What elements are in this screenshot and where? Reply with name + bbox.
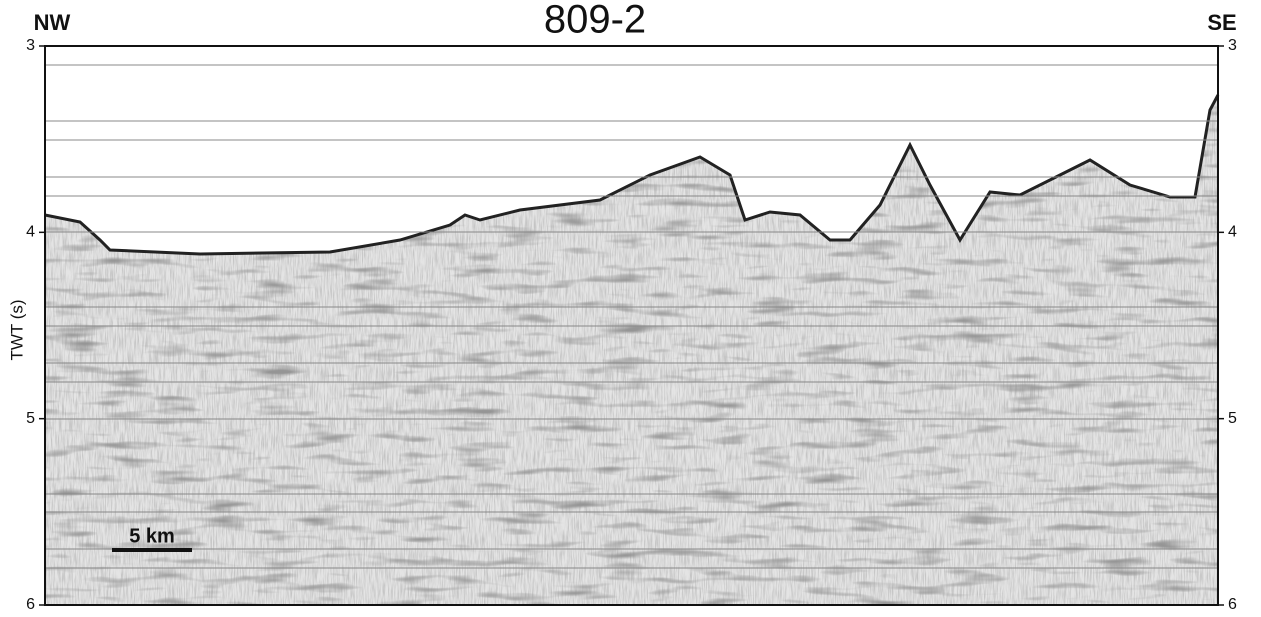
right-tick-label: 3 xyxy=(1228,37,1237,54)
right-direction: SE xyxy=(1207,10,1236,35)
left-direction: NW xyxy=(34,10,71,35)
left-tick-label: 6 xyxy=(26,596,35,613)
left-tick-label: 4 xyxy=(26,224,35,241)
right-tick-label: 6 xyxy=(1228,596,1237,613)
scale-bar-label: 5 km xyxy=(129,525,175,547)
right-tick-label: 4 xyxy=(1228,224,1237,241)
right-tick-label: 5 xyxy=(1228,410,1237,427)
title: 809-2 xyxy=(544,0,646,42)
seismic-figure: 809-2 NW SE TWT (s) 5 km 3 3 4 4 5 5 6 6 xyxy=(0,0,1261,617)
left-tick-label: 3 xyxy=(26,37,35,54)
left-tick-label: 5 xyxy=(26,410,35,427)
axis-label: TWT (s) xyxy=(7,299,26,360)
